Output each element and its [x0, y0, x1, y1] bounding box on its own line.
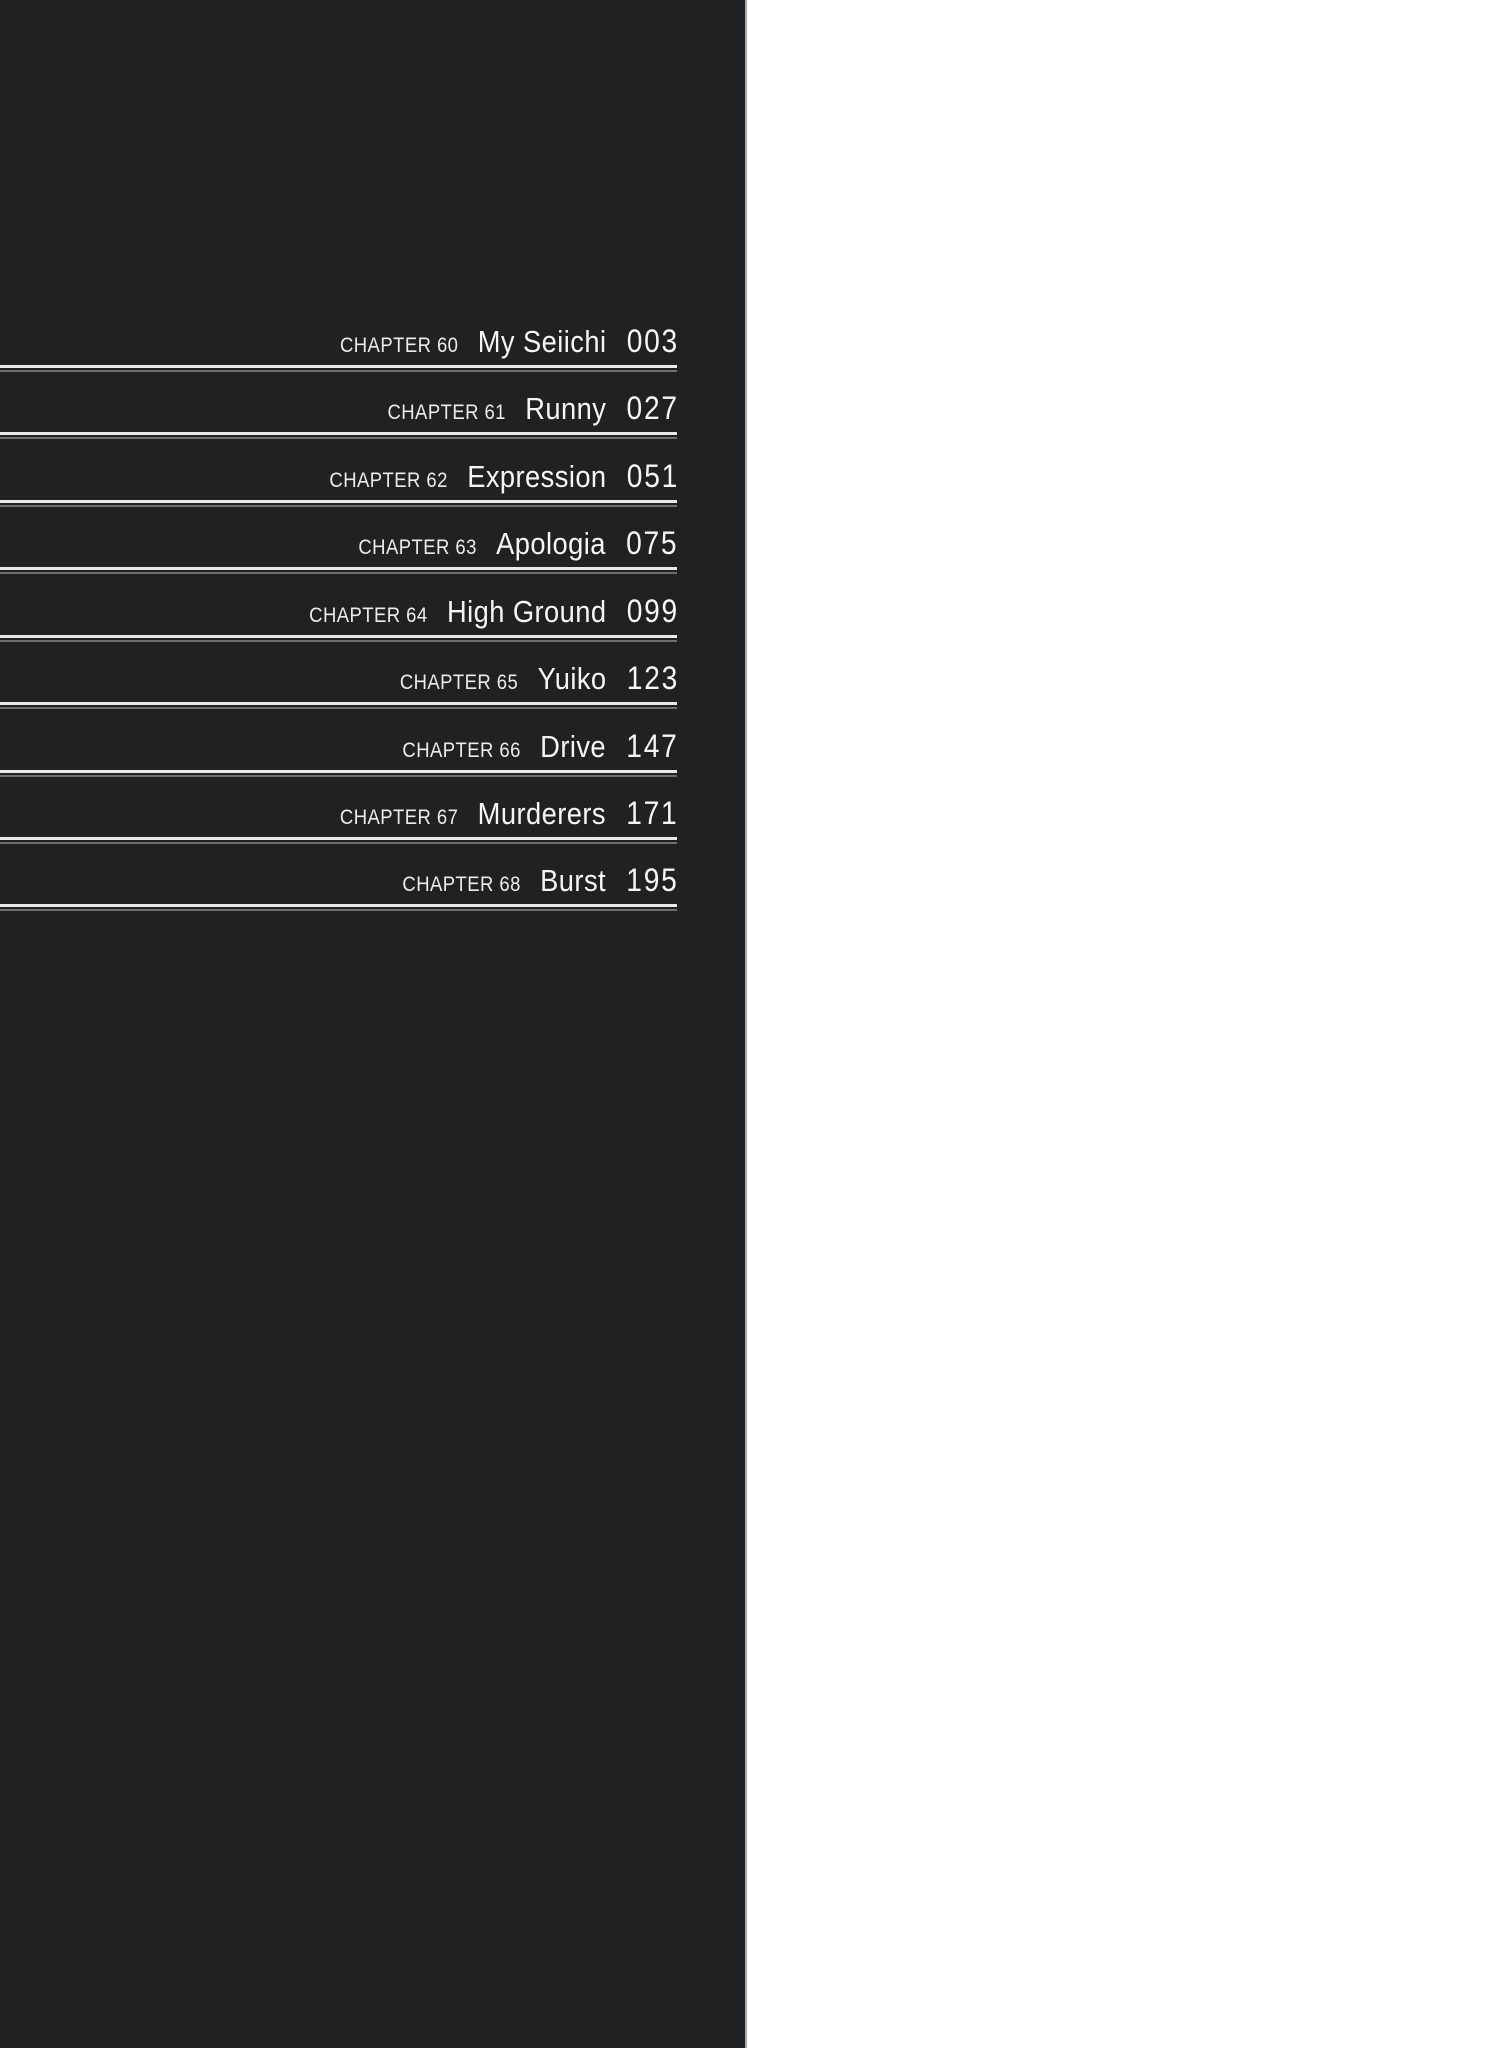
chapter-page-number: 123 [626, 660, 679, 696]
chapter-label: CHAPTER 60 [339, 334, 459, 357]
chapter-label: CHAPTER 67 [340, 806, 459, 829]
chapter-title: Apologia [496, 526, 607, 561]
chapter-page-number: 003 [626, 323, 679, 359]
toc-row: CHAPTER 68 Burst 195 [0, 852, 679, 911]
chapter-page-number: 195 [626, 862, 679, 898]
chapter-label: CHAPTER 62 [329, 469, 448, 492]
toc-row: CHAPTER 65 Yuiko 123 [0, 650, 679, 709]
toc-row: CHAPTER 67 Murderers 171 [0, 785, 679, 844]
toc-row: CHAPTER 61 Runny 027 [0, 380, 679, 439]
chapter-label: CHAPTER 63 [358, 536, 478, 559]
chapter-label: CHAPTER 61 [387, 401, 506, 424]
chapter-title: My Seiichi [477, 324, 607, 359]
chapter-title: Runny [525, 391, 607, 426]
chapter-page-number: 075 [626, 525, 679, 561]
toc-row: CHAPTER 64 High Ground 099 [0, 583, 679, 642]
chapter-label: CHAPTER 64 [308, 604, 428, 627]
chapter-title: Yuiko [537, 661, 607, 696]
chapter-label: CHAPTER 68 [402, 873, 522, 896]
chapter-label: CHAPTER 65 [399, 671, 518, 694]
chapter-page-number: 147 [626, 728, 679, 764]
chapter-title: Drive [540, 729, 607, 764]
toc-row: CHAPTER 60 My Seiichi 003 [0, 313, 679, 372]
toc-row: CHAPTER 63 Apologia 075 [0, 515, 679, 574]
chapter-title: Expression [466, 459, 607, 494]
chapter-title: Burst [540, 863, 607, 898]
chapter-page-number: 171 [626, 795, 679, 831]
blank-page-area [749, 0, 1502, 2048]
chapter-title: High Ground [446, 594, 607, 629]
chapter-page-number: 027 [626, 390, 679, 426]
chapter-page-number: 099 [626, 593, 679, 629]
toc-panel: CHAPTER 60 My Seiichi 003 CHAPTER 61 Runny 0… [0, 0, 747, 2048]
chapter-label: CHAPTER 66 [402, 739, 522, 762]
chapter-title: Murderers [477, 796, 607, 831]
toc-row: CHAPTER 62 Expression 051 [0, 448, 679, 507]
toc-row: CHAPTER 66 Drive 147 [0, 718, 679, 777]
chapter-page-number: 051 [626, 458, 679, 494]
